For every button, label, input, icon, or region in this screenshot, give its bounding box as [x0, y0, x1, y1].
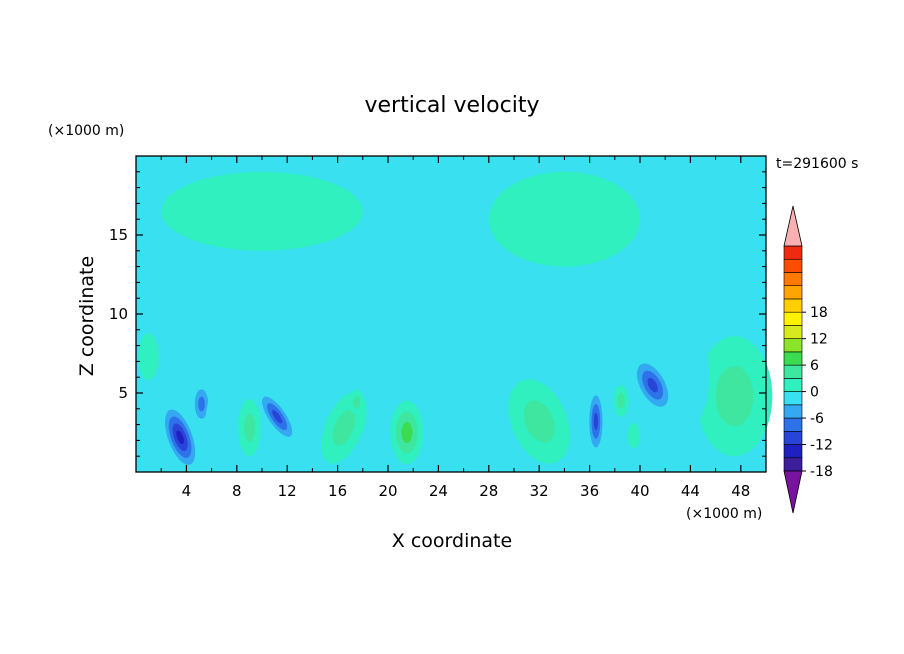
- colorbar-label--18: -18: [810, 464, 833, 480]
- x-tick-label-12: 12: [278, 482, 297, 500]
- field-blob-0-4: [176, 430, 184, 445]
- z-tick-label-15: 15: [109, 226, 128, 244]
- x-axis-title: X coordinate: [392, 530, 512, 552]
- field-blob-12-1: [715, 366, 754, 427]
- field-blob-11-3: [647, 377, 658, 393]
- x-tick-label-20: 20: [378, 482, 397, 500]
- colorbar-cell-4: [783, 417, 803, 432]
- x-tick-label-32: 32: [530, 482, 549, 500]
- x-tick-label-16: 16: [328, 482, 347, 500]
- colorbar-cell-8: [783, 364, 803, 379]
- colorbar-min-arrow: [783, 470, 803, 514]
- velocity-field: [136, 156, 773, 472]
- z-axis: 5 10 15: [109, 171, 766, 457]
- colorbar-cell-16: [783, 258, 803, 273]
- field-blob-4-1: [332, 409, 356, 446]
- colorbar-cell-2: [783, 444, 803, 459]
- colorbar-cell-12: [783, 311, 803, 326]
- chart-title: vertical velocity: [364, 93, 539, 118]
- field-blob-5-1: [352, 396, 361, 409]
- colorbar-cell-7: [783, 378, 803, 392]
- colorbar: 18 12 6 0 -6 -12 -18: [783, 205, 833, 514]
- field-blob-8-3: [593, 412, 599, 431]
- colorbar-cell-15: [783, 272, 803, 287]
- z-axis-title: Z coordinate: [76, 256, 98, 376]
- field-blob-9-1: [617, 393, 625, 409]
- x-tick-label-8: 8: [232, 482, 242, 500]
- field-blob-10-0: [627, 423, 640, 449]
- colorbar-cell-3: [783, 430, 803, 445]
- field-blob-14-0: [205, 389, 231, 460]
- x-tick-label-44: 44: [681, 482, 700, 500]
- x-unit-label: (×1000 m): [686, 506, 762, 522]
- x-tick-label-24: 24: [429, 482, 448, 500]
- x-tick-label-28: 28: [479, 482, 498, 500]
- colorbar-label-18: 18: [810, 305, 828, 321]
- colorbar-max-arrow: [783, 205, 803, 247]
- colorbar-label--6: -6: [810, 411, 824, 427]
- x-tick-label-4: 4: [182, 482, 192, 500]
- colorbar-cell-13: [783, 298, 803, 313]
- colorbar-label-0: 0: [810, 385, 819, 401]
- field-blob-19-0: [161, 171, 363, 251]
- x-tick-label-40: 40: [630, 482, 649, 500]
- field-blob-18-0: [488, 171, 640, 267]
- field-blob-6-2: [401, 421, 413, 444]
- colorbar-label-12: 12: [810, 332, 828, 348]
- z-tick-label-10: 10: [109, 305, 128, 323]
- colorbar-label--12: -12: [810, 438, 833, 454]
- colorbar-cell-11: [783, 325, 803, 339]
- time-label: t=291600 s: [776, 156, 858, 172]
- field-blob-7-1: [523, 400, 555, 443]
- colorbar-label-6: 6: [810, 358, 819, 374]
- field-blob-2-1: [243, 413, 256, 442]
- z-unit-label: (×1000 m): [48, 123, 124, 139]
- x-tick-label-36: 36: [580, 482, 599, 500]
- field-blob-15-0: [299, 385, 325, 449]
- colorbar-cell-10: [783, 338, 803, 353]
- z-tick-label-5: 5: [118, 384, 128, 402]
- colorbar-cell-1: [783, 457, 803, 472]
- field-blob-1-2: [198, 396, 205, 412]
- colorbar-cell-14: [783, 285, 803, 300]
- field-blob-17-0: [671, 329, 710, 425]
- field-blob-3-3: [272, 409, 283, 424]
- field-blob-13-0: [138, 332, 159, 381]
- x-axis: 4 8 12 16 20 24 28 32 36 40 44 48: [160, 156, 750, 500]
- x-tick-label-48: 48: [731, 482, 750, 500]
- field-blob-16-0: [425, 393, 502, 457]
- colorbar-cell-9: [783, 351, 803, 366]
- colorbar-cell-5: [783, 404, 803, 419]
- colorbar-cell-17: [783, 245, 803, 260]
- colorbar-cell-6: [783, 391, 803, 406]
